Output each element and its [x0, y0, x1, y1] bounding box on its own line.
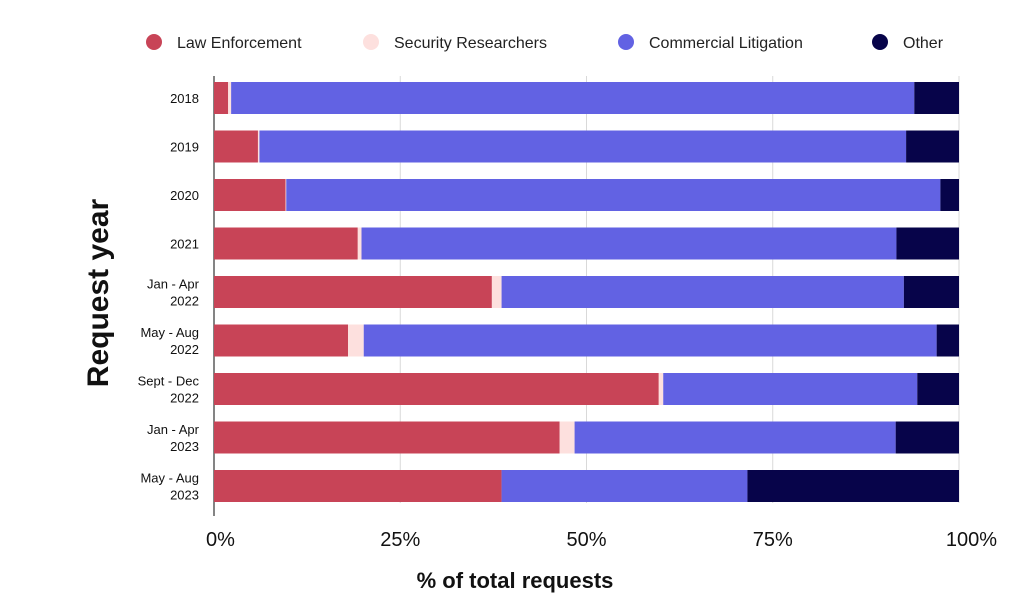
bar-segment	[348, 324, 364, 357]
x-axis-title: % of total requests	[417, 568, 614, 593]
bar-segment	[896, 227, 959, 260]
y-tick-label: 2023	[170, 488, 199, 503]
bar-segment	[559, 421, 575, 454]
bar-segment	[214, 130, 258, 163]
legend-label: Commercial Litigation	[649, 35, 803, 52]
y-tick-label: Sept - Dec	[138, 374, 200, 389]
legend-marker	[618, 34, 634, 50]
bar-segment	[917, 373, 959, 405]
bar-segment	[214, 179, 286, 211]
bar-segment	[501, 276, 904, 308]
legend-label: Other	[903, 35, 944, 52]
bar-segment	[491, 276, 502, 308]
x-tick-label: 0%	[206, 529, 235, 551]
bar-segment	[214, 276, 492, 308]
bar-segment	[286, 179, 941, 211]
x-tick-label: 100%	[946, 529, 997, 551]
bar-segment	[259, 130, 907, 163]
bar-segment	[214, 82, 229, 114]
bar-segment	[903, 276, 959, 308]
y-tick-label: 2020	[170, 188, 199, 203]
y-tick-label: May - Aug	[140, 471, 199, 486]
bar-segment	[228, 82, 232, 114]
bar-segment	[231, 82, 915, 114]
bar-segment	[940, 179, 959, 211]
bar-segment	[214, 421, 560, 454]
bar-segment	[214, 324, 349, 357]
bar-segment	[214, 373, 659, 405]
bar-segment	[363, 324, 937, 357]
y-tick-label: Jan - Apr	[147, 277, 200, 292]
y-tick-label: 2018	[170, 91, 199, 106]
legend-label: Security Researchers	[394, 35, 547, 52]
bars	[214, 82, 959, 502]
bar-segment	[906, 130, 959, 163]
bar-segment	[658, 373, 664, 405]
x-tick-label: 25%	[380, 529, 420, 551]
x-tick-label: 75%	[753, 529, 793, 551]
bar-segment	[936, 324, 959, 357]
bar-segment	[257, 130, 260, 163]
bar-segment	[214, 227, 358, 260]
y-tick-label: May - Aug	[140, 325, 199, 340]
bar-segment	[214, 470, 502, 502]
bar-segment	[357, 227, 362, 260]
x-axis-tick-labels: 0% 25% 50% 75% 100%	[206, 529, 997, 551]
y-tick-label: Jan - Apr	[147, 422, 200, 437]
y-tick-label: 2023	[170, 439, 199, 454]
y-axis-title: Request year	[82, 198, 115, 387]
bar-segment	[285, 179, 287, 211]
legend: Law Enforcement Security Researchers Comme…	[146, 34, 944, 52]
y-tick-label: 2022	[170, 391, 199, 406]
legend-marker	[363, 34, 379, 50]
bar-segment	[914, 82, 959, 114]
legend-marker	[146, 34, 162, 50]
bar-segment	[895, 421, 959, 454]
bar-segment	[501, 470, 748, 502]
bar-segment	[747, 470, 959, 502]
y-axis-tick-labels: 2018 2019 2020 2021 Jan - Apr 2022 May - Aug 20…	[138, 91, 200, 503]
legend-label: Law Enforcement	[177, 35, 302, 52]
y-tick-label: 2019	[170, 140, 199, 155]
bar-segment	[361, 227, 897, 260]
y-tick-label: 2022	[170, 294, 199, 309]
bar-segment	[574, 421, 896, 454]
x-tick-label: 50%	[566, 529, 606, 551]
y-tick-label: 2021	[170, 237, 199, 252]
legend-marker	[872, 34, 888, 50]
y-tick-label: 2022	[170, 342, 199, 357]
bar-segment	[663, 373, 918, 405]
